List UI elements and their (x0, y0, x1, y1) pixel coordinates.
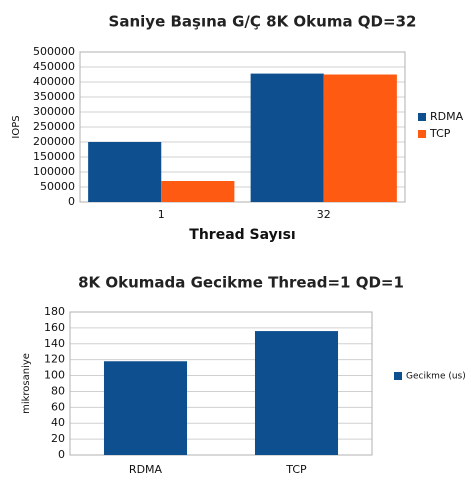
legend-label: TCP (429, 127, 451, 140)
y-tick-label: 160 (44, 321, 65, 334)
bar (88, 142, 162, 202)
y-tick-label: 180 (44, 305, 65, 318)
bar (250, 73, 324, 202)
x-tick-label: TCP (285, 463, 307, 476)
legend-swatch (394, 372, 402, 380)
y-tick-label: 450000 (33, 60, 75, 73)
legend-swatch (418, 130, 426, 138)
y-tick-label: 40 (51, 416, 65, 429)
bar (323, 74, 397, 202)
chart-title: 8K Okumada Gecikme Thread=1 QD=1 (78, 274, 404, 292)
y-tick-label: 60 (51, 400, 65, 413)
y-tick-label: 80 (51, 384, 65, 397)
x-tick-label: RDMA (129, 463, 163, 476)
plot-frame (79, 51, 406, 203)
plot-frame (69, 311, 373, 456)
y-axis-label: mikrosaniye (21, 353, 32, 414)
x-tick-label: 1 (158, 208, 165, 221)
y-tick-label: 200000 (33, 135, 75, 148)
y-tick-label: 140 (44, 337, 65, 350)
y-tick-label: 400000 (33, 75, 75, 88)
y-tick-label: 150000 (33, 150, 75, 163)
y-tick-label: 350000 (33, 90, 75, 103)
chart-title: Saniye Başına G/Ç 8K Okuma QD=32 (109, 13, 417, 31)
y-tick-label: 20 (51, 432, 65, 445)
y-tick-label: 120 (44, 353, 65, 366)
legend-label: RDMA (430, 110, 464, 123)
x-axis-label: Thread Sayısı (189, 227, 295, 243)
y-tick-label: 100 (44, 369, 65, 382)
y-tick-label: 50000 (40, 180, 75, 193)
y-tick-label: 300000 (33, 105, 75, 118)
bar (103, 361, 188, 455)
y-tick-label: 500000 (33, 45, 75, 58)
legend-swatch (418, 113, 426, 121)
y-tick-label: 0 (58, 448, 65, 461)
bar (161, 181, 235, 202)
y-axis-label: IOPS (11, 115, 22, 138)
y-tick-label: 100000 (33, 165, 75, 178)
bar (254, 331, 339, 455)
y-tick-label: 0 (68, 195, 75, 208)
x-tick-label: 32 (317, 208, 331, 221)
legend-label: Gecikme (us) (406, 372, 466, 382)
y-tick-label: 250000 (33, 120, 75, 133)
